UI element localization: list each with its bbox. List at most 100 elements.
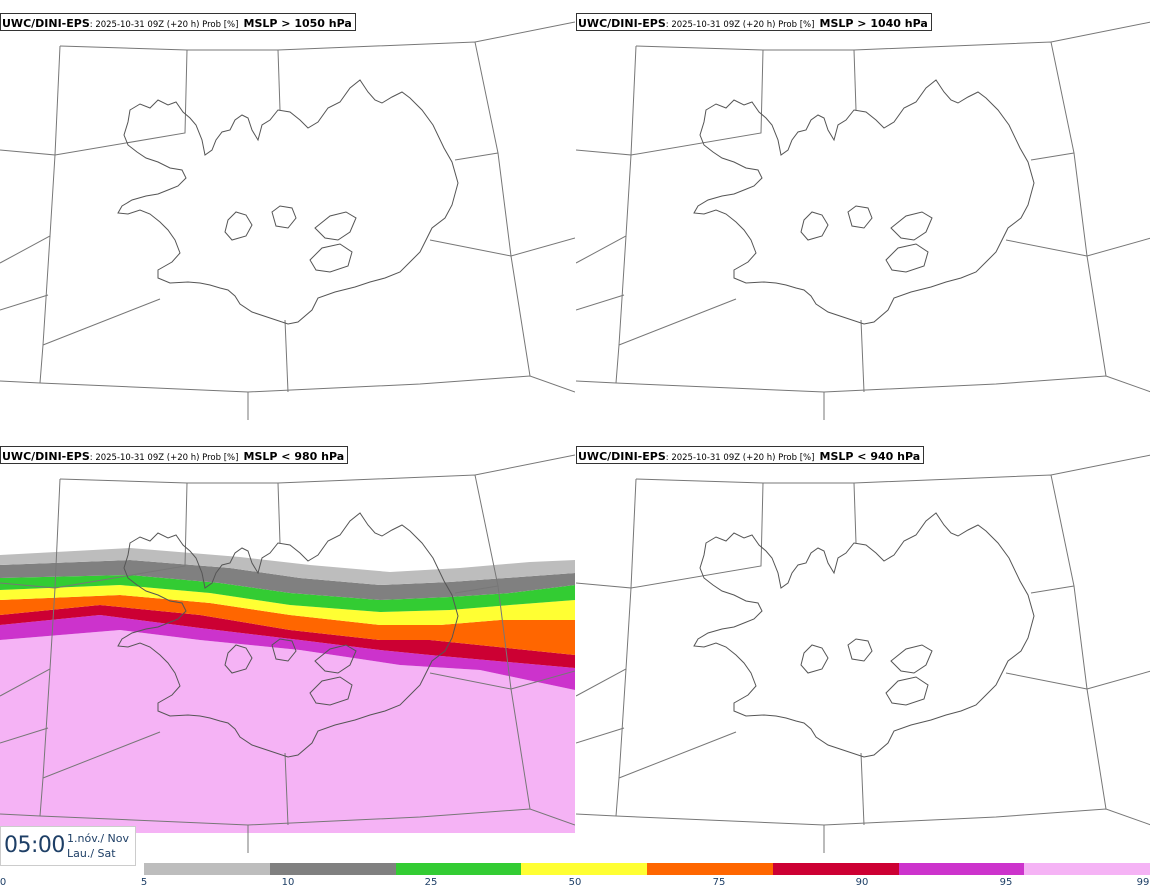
graticule-line [0,294,49,311]
panel-title: UWC/DINI-EPS: 2025-10-31 09Z (+20 h) Pro… [576,13,932,31]
probability-band [0,575,575,612]
graticule-line [0,582,56,697]
colorbar-segment [521,863,648,875]
colorbar-segment [269,863,396,875]
map-panel-2: UWC/DINI-EPS: 2025-10-31 09Z (+20 h) Pro… [576,0,1150,433]
graticule-line [576,294,625,311]
iceland-coastline [693,512,1035,758]
panel-title: UWC/DINI-EPS: 2025-10-31 09Z (+20 h) Pro… [0,446,349,464]
graticule-line [42,298,161,346]
glacier-outline [885,243,929,273]
map-panel-1: UWC/DINI-EPS: 2025-10-31 09Z (+20 h) Pro… [0,0,575,433]
graticule-line [630,49,764,156]
glacier-outline [847,205,873,229]
probability-band [0,605,575,668]
colorbar-tick-label: 99 [1136,877,1150,888]
graticule-line [576,813,617,817]
graticule-line [576,149,632,264]
graticule-line [860,752,865,826]
graticule-line [54,45,61,156]
graticule-line [1086,237,1150,257]
graticule-line [1005,239,1088,257]
colorbar-tick-label: 25 [424,877,438,888]
graticule-line [630,45,637,156]
valid-date-line-2: Lau./ Sat [67,847,116,860]
map-canvas [576,454,1150,853]
graticule-line [54,482,188,589]
graticule-line [615,808,1150,826]
graticule-line [853,49,857,111]
iceland-coastline [117,79,459,325]
graticule-line [429,672,512,690]
graticule-line [635,474,1107,810]
graticule-line [42,731,161,779]
graticule-line [853,482,857,544]
graticule-line [0,727,49,744]
graticule-line [630,478,637,589]
valid-time-box: 05:00 1.nóv./ Nov Lau./ Sat [0,826,136,866]
graticule-line [0,813,41,817]
graticule-line [284,319,289,393]
probability-band [0,630,575,833]
graticule-line [284,752,289,826]
colorbar-tick-label: 95 [999,877,1013,888]
panel-title: UWC/DINI-EPS: 2025-10-31 09Z (+20 h) Pro… [576,446,925,464]
graticule-line [576,582,632,697]
map-canvas [0,21,575,420]
glacier-outline [224,644,253,674]
colorbar-segment [144,863,271,875]
graticule-line [1050,21,1150,43]
glacier-outline [314,644,357,674]
valid-date-line-1: 1.nóv./ Nov [67,832,130,845]
glacier-outline [800,211,829,241]
graticule-line [510,670,575,690]
iceland-coastline [117,512,459,758]
graticule-line [860,319,865,393]
glacier-outline [309,676,353,706]
colorbar-segment [772,863,899,875]
colorbar-tick-label: 5 [140,877,148,888]
colorbar [144,863,1150,875]
colorbar-tick-label: 50 [568,877,582,888]
graticule-line [277,49,281,111]
iceland-coastline [693,79,1035,325]
graticule-line [618,298,737,346]
map-canvas [576,21,1150,420]
graticule-line [54,478,61,589]
graticule-line [454,152,499,161]
glacier-outline [271,638,297,662]
graticule-line [429,239,512,257]
graticule-line [615,375,1150,393]
probability-band [0,585,575,625]
colorbar-tick-label: 75 [712,877,726,888]
graticule-line [39,375,575,393]
glacier-outline [890,211,933,241]
graticule-line [1086,670,1150,690]
glacier-outline [885,676,929,706]
glacier-outline [847,638,873,662]
glacier-outline [224,211,253,241]
colorbar-tick-label: 90 [855,877,869,888]
graticule-line [39,235,51,384]
graticule-line [474,454,575,476]
colorbar-segment [647,863,774,875]
graticule-line [630,482,764,589]
glacier-outline [314,211,357,241]
probability-band [0,615,575,690]
colorbar-segment [898,863,1025,875]
colorbar-tick-label: 10 [281,877,295,888]
glacier-outline [890,644,933,674]
probability-band [0,548,575,585]
graticule-line [618,731,737,779]
colorbar-segment [1024,863,1150,875]
map-panel-3: UWC/DINI-EPS: 2025-10-31 09Z (+20 h) Pro… [0,433,575,866]
glacier-outline [309,243,353,273]
graticule-line [474,21,575,43]
graticule-line [615,668,627,817]
graticule-line [0,380,41,384]
graticule-line [510,237,575,257]
colorbar-segment [395,863,522,875]
graticule-line [1030,585,1075,594]
colorbar-tick-label: 0 [0,877,7,888]
graticule-line [576,727,625,744]
